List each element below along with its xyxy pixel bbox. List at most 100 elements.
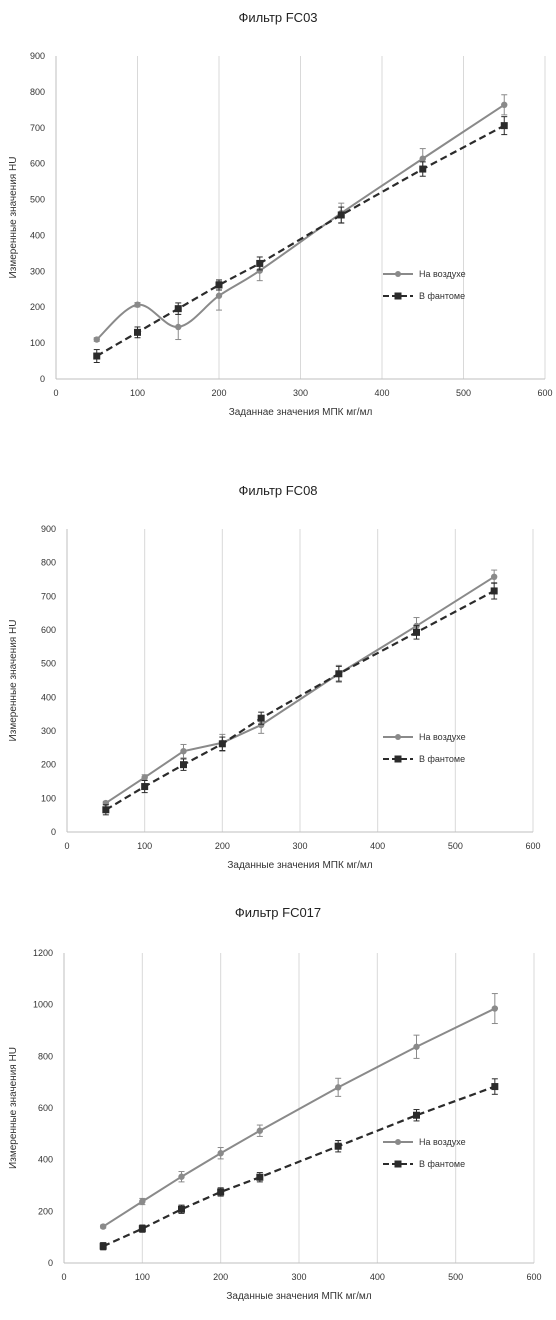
data-point-air — [134, 301, 141, 308]
legend-marker — [395, 1139, 401, 1145]
data-point-phantom — [215, 281, 223, 289]
y-tick-label: 500 — [41, 659, 56, 669]
x-tick-label: 0 — [64, 841, 69, 851]
data-point-phantom — [256, 259, 264, 267]
y-tick-label: 700 — [41, 591, 56, 601]
y-tick-label: 900 — [41, 524, 56, 534]
chart-fc08: Фильтр FC08 0 100 200 300 400 500 600 0 100 200 300… — [8, 483, 541, 871]
data-point-phantom — [257, 714, 265, 722]
x-tick-label: 0 — [61, 1272, 66, 1282]
data-point-phantom — [134, 328, 141, 336]
x-tick-label: 300 — [293, 388, 308, 398]
x-tick-label: 100 — [137, 841, 152, 851]
x-tick-label: 100 — [130, 388, 145, 398]
data-point-air — [180, 748, 187, 755]
data-point-phantom — [413, 1111, 420, 1119]
chart-title: Фильтр FC08 — [238, 483, 317, 498]
y-tick-label: 300 — [30, 266, 45, 276]
x-tick-label: 500 — [448, 1272, 463, 1282]
chart-title: Фильтр FC017 — [235, 905, 321, 920]
data-point-air — [99, 1223, 107, 1230]
legend-label: В фантоме — [419, 1159, 465, 1169]
data-point-air — [413, 1043, 420, 1050]
legend-label: В фантоме — [419, 291, 465, 301]
data-point-air — [256, 1127, 264, 1134]
data-point-phantom — [491, 1083, 499, 1091]
y-tick-label: 800 — [38, 1051, 53, 1061]
series-line-air — [105, 575, 495, 804]
x-tick-label: 400 — [370, 1272, 385, 1282]
y-tick-label: 200 — [41, 760, 56, 770]
x-tick-label: 200 — [215, 841, 230, 851]
legend-marker — [395, 734, 401, 740]
y-tick-label: 600 — [30, 159, 45, 169]
data-point-air — [141, 774, 148, 781]
legend-marker — [394, 755, 402, 763]
x-tick-label: 200 — [211, 388, 226, 398]
data-point-phantom — [180, 761, 187, 769]
chart-title: Фильтр FC03 — [238, 10, 317, 25]
data-point-phantom — [218, 740, 226, 748]
y-tick-label: 400 — [41, 692, 56, 702]
legend-label: На воздухе — [419, 269, 466, 279]
data-point-air — [178, 1173, 185, 1180]
y-tick-label: 900 — [30, 51, 45, 61]
series-line-air — [102, 1007, 496, 1228]
x-tick-label: 500 — [448, 841, 463, 851]
x-tick-label: 400 — [370, 841, 385, 851]
data-point-air — [175, 323, 182, 331]
data-point-air — [491, 1005, 499, 1012]
legend-marker — [394, 1160, 402, 1168]
chart-fc017: Фильтр FC017 0 100 200 300 400 500 600 0 200 400 60… — [8, 905, 542, 1302]
chart-fc03: Фильтр FC03 0 100 200 300 400 500 600 0 100 200 300… — [8, 10, 553, 418]
x-tick-label: 600 — [537, 388, 552, 398]
data-point-phantom — [178, 1205, 185, 1213]
y-tick-label: 500 — [30, 195, 45, 205]
data-point-phantom — [174, 305, 182, 313]
y-tick-label: 0 — [40, 374, 45, 384]
y-tick-label: 100 — [41, 793, 56, 803]
data-point-air — [256, 267, 263, 274]
data-point-phantom — [141, 783, 149, 791]
data-point-phantom — [99, 1242, 107, 1250]
legend-marker — [395, 271, 401, 277]
data-point-phantom — [334, 1142, 342, 1150]
legend-label: На воздухе — [419, 1137, 466, 1147]
y-axis-label: Измеренные значения HU — [8, 1047, 19, 1169]
data-point-phantom — [256, 1173, 264, 1181]
y-axis-label: Измеренные значения HU — [8, 620, 19, 742]
y-tick-label: 1000 — [33, 1000, 53, 1010]
legend-label: На воздухе — [419, 732, 466, 742]
data-point-air — [217, 1150, 224, 1157]
y-tick-label: 200 — [30, 302, 45, 312]
data-point-air — [419, 155, 426, 162]
y-tick-label: 700 — [30, 123, 45, 133]
x-axis-label: Заданные значения МПК мг/мл — [226, 1291, 371, 1302]
x-tick-label: 500 — [456, 388, 471, 398]
legend-label: В фантоме — [419, 754, 465, 764]
x-tick-label: 300 — [291, 1272, 306, 1282]
x-axis-label: Заданнае значения МПК мг/мл — [229, 407, 373, 418]
data-point-phantom — [413, 628, 420, 636]
y-tick-label: 800 — [30, 87, 45, 97]
series-line-phantom — [102, 1085, 496, 1248]
y-tick-label: 200 — [38, 1206, 53, 1216]
data-point-phantom — [102, 806, 110, 814]
data-point-air — [215, 292, 223, 299]
data-point-air — [490, 573, 498, 581]
data-point-air — [501, 101, 508, 109]
data-point-phantom — [217, 1188, 225, 1196]
x-axis-label: Заданные значения МПК мг/мл — [227, 860, 372, 871]
x-tick-label: 100 — [135, 1272, 150, 1282]
data-point-air — [334, 1084, 342, 1091]
x-tick-label: 400 — [374, 388, 389, 398]
data-point-phantom — [419, 165, 427, 173]
y-tick-label: 100 — [30, 338, 45, 348]
y-tick-label: 400 — [30, 230, 45, 240]
y-tick-label: 600 — [41, 625, 56, 635]
x-tick-label: 600 — [525, 841, 540, 851]
data-point-air — [93, 336, 100, 343]
data-point-phantom — [490, 587, 498, 595]
data-point-air — [139, 1198, 146, 1205]
